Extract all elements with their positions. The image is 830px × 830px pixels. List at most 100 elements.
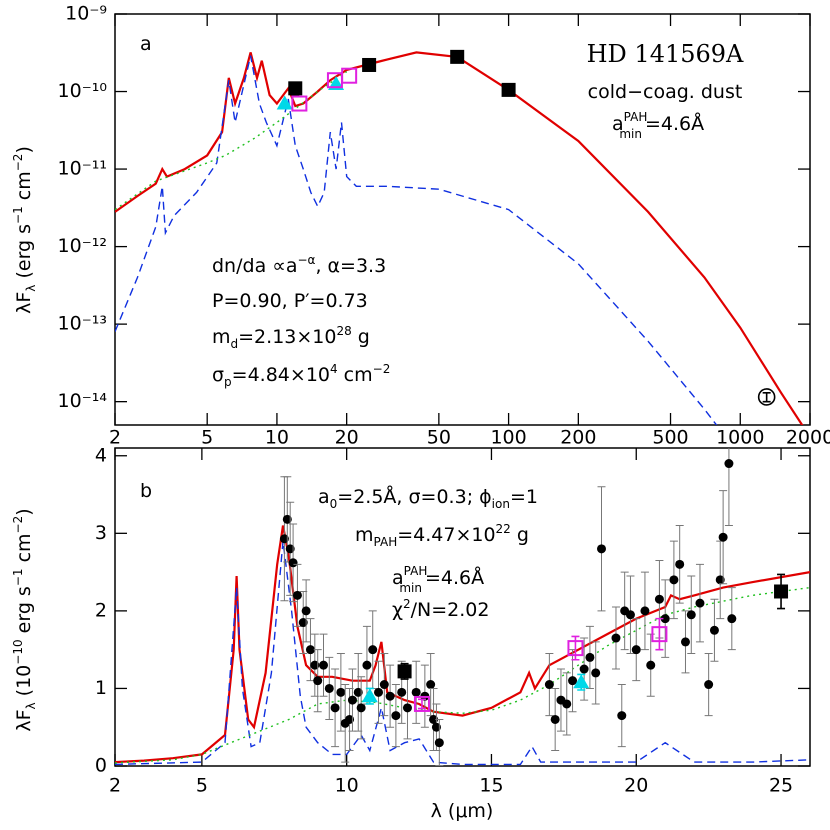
model-curve [115, 586, 810, 764]
x-axis-label: λ (μm) [431, 800, 494, 822]
data-point [625, 610, 635, 620]
error-bar [655, 617, 664, 651]
t: 2 [403, 597, 411, 611]
data-point [568, 676, 578, 686]
cross-section: σp=4.84×104 cm−2 [212, 362, 390, 389]
data-point [686, 610, 696, 620]
series [115, 51, 804, 425]
t: λ [24, 285, 38, 292]
data-point [631, 645, 641, 655]
series [279, 448, 737, 766]
series [361, 673, 590, 705]
data-point [313, 676, 323, 686]
data-point [385, 691, 395, 701]
x-tick-label: 5 [201, 427, 213, 449]
data-point [501, 82, 516, 97]
error-bar [762, 392, 771, 403]
series [115, 55, 718, 425]
data-point [298, 618, 308, 628]
data-point [379, 680, 389, 690]
t: =4.84×10 [232, 364, 330, 386]
data-point [356, 703, 366, 713]
x-tick-label: 5 [196, 775, 208, 797]
t: (10 [13, 665, 35, 703]
data-point [579, 664, 589, 674]
data-point [341, 67, 358, 84]
t: 0 [330, 497, 338, 511]
y-axis-label: λFλ (erg s−1 cm−2) [11, 146, 38, 314]
data-point [640, 606, 650, 616]
t: , α=3.3 [315, 255, 386, 277]
data-point [434, 738, 444, 748]
t: min [399, 581, 422, 595]
data-point [397, 664, 412, 679]
series [115, 586, 810, 764]
data-point [651, 626, 668, 643]
data-point [279, 534, 289, 544]
data-point [757, 388, 776, 406]
x-tick-label: 50 [427, 427, 451, 449]
t: PAH [374, 535, 398, 549]
model-curve [115, 51, 804, 425]
t: χ [392, 599, 403, 621]
data-point [292, 590, 302, 600]
data-point [585, 652, 595, 662]
data-point [431, 722, 441, 732]
data-point [573, 674, 590, 689]
t: p [224, 375, 232, 389]
x-tick-label: 25 [769, 775, 793, 797]
data-point [361, 688, 378, 703]
t: a [318, 486, 330, 508]
t: a [392, 567, 404, 589]
data-point [591, 668, 601, 678]
data-point [285, 544, 295, 554]
data-point [336, 687, 346, 697]
t: σ [212, 364, 224, 386]
series [757, 388, 776, 406]
x-tick-label: 10 [265, 427, 289, 449]
y-tick-label: 10⁻¹³ [58, 313, 107, 335]
series [115, 525, 810, 764]
t: a [612, 113, 624, 135]
data-point [660, 614, 670, 624]
t: −2 [11, 154, 25, 172]
pah-mass: mPAH=4.47×1022 g [355, 522, 529, 549]
t: PAH [624, 110, 648, 124]
data-point [324, 683, 334, 693]
data-point [310, 660, 320, 670]
data-point [611, 633, 621, 643]
y-tick-label: 10⁻¹⁴ [58, 390, 108, 412]
t: 28 [336, 324, 351, 338]
t: λF [13, 709, 35, 731]
data-point [305, 645, 315, 655]
data-point [680, 637, 690, 647]
data-point [347, 695, 357, 705]
t: erg s [13, 586, 35, 639]
data-point [288, 81, 303, 96]
y-tick-label: 2 [95, 599, 107, 621]
data-point [429, 714, 439, 724]
t: =4.6Å [645, 112, 704, 135]
data-point [450, 49, 465, 64]
t: /N=2.02 [411, 599, 490, 621]
data-point [617, 711, 627, 721]
model-curve [115, 71, 348, 211]
x-tick-label: 100 [490, 427, 526, 449]
series [276, 76, 345, 110]
data-point [646, 660, 656, 670]
data-point [362, 57, 377, 72]
t: ) [13, 508, 35, 515]
t: λ [24, 702, 38, 709]
data-point [544, 680, 554, 690]
x-tick-label: 1000 [716, 427, 764, 449]
data-point [715, 575, 725, 585]
data-point [675, 559, 685, 569]
data-point [413, 695, 430, 712]
x-tick-label: 200 [560, 427, 596, 449]
data-point [597, 544, 606, 554]
panel-label: a [140, 33, 152, 55]
data-point [391, 711, 401, 721]
data-point [724, 459, 734, 469]
t: −α [297, 253, 315, 267]
t: m [355, 524, 374, 546]
